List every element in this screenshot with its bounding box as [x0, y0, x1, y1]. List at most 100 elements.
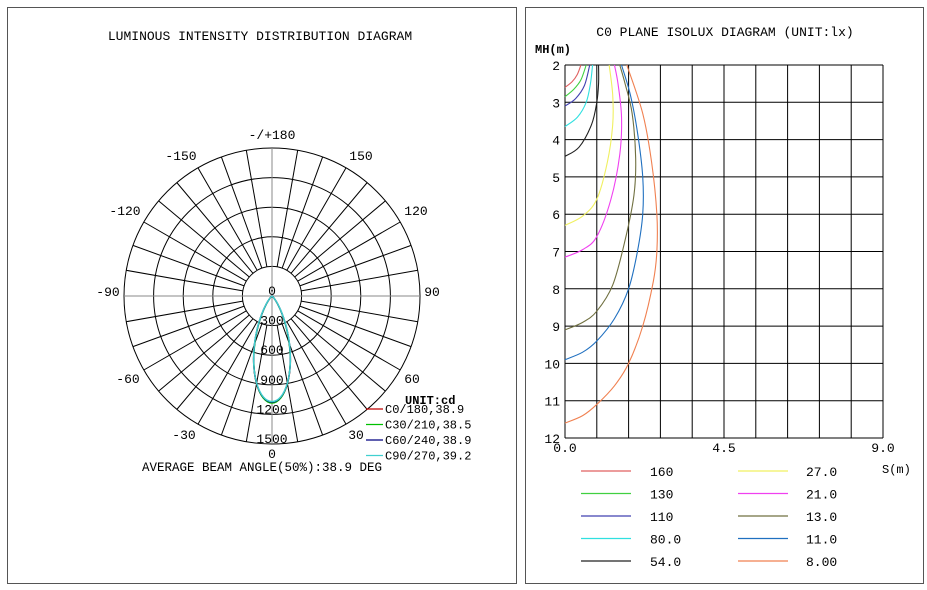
legend-label: C60/240,38.9	[385, 434, 471, 448]
polar-spoke	[197, 167, 258, 271]
legend-label: 110	[650, 510, 673, 525]
isolux-y-tick-label: 7	[552, 246, 560, 261]
polar-spoke	[297, 310, 401, 371]
isolux-y-tick-label: 4	[552, 134, 560, 149]
polar-spoke	[158, 314, 250, 392]
polar-angle-label: -/+180	[249, 128, 296, 143]
polar-radial-label: 900	[260, 373, 283, 388]
polar-spoke	[299, 244, 412, 287]
isolux-y-tick-label: 9	[552, 320, 560, 335]
polar-spoke	[290, 182, 368, 274]
isolux-curve	[564, 64, 658, 424]
polar-series-curve	[252, 295, 292, 403]
legend-label: 80.0	[650, 533, 681, 548]
polar-spoke	[176, 318, 254, 410]
legend-label: 27.0	[806, 465, 837, 480]
polar-angle-label: -30	[172, 428, 195, 443]
isolux-curve	[564, 64, 591, 107]
isolux-grid	[564, 64, 884, 439]
polar-radial-label: 300	[260, 314, 283, 329]
polar-spoke	[301, 269, 418, 292]
isolux-curve	[564, 64, 582, 88]
polar-grid	[123, 147, 421, 445]
polar-spoke	[158, 200, 250, 278]
isolux-y-tick-label: 11	[544, 395, 560, 410]
isolux-y-tick-label: 6	[552, 208, 560, 223]
polar-angle-label: -120	[109, 204, 140, 219]
polar-angle-label: 60	[404, 372, 420, 387]
legend-label: 8.00	[806, 555, 837, 570]
polar-spoke	[126, 300, 243, 323]
isolux-y-tick-label: 2	[552, 59, 560, 74]
polar-angle-label: 150	[349, 149, 372, 164]
polar-angle-label: 30	[348, 428, 364, 443]
polar-curves	[252, 295, 292, 404]
isolux-y-tick-label: 8	[552, 283, 560, 298]
isolux-curve	[564, 64, 644, 361]
polar-title: LUMINOUS INTENSITY DISTRIBUTION DIAGRAM	[108, 29, 412, 44]
polar-spoke	[143, 221, 247, 282]
polar-angle-label: 120	[404, 204, 427, 219]
legend-label: C30/210,38.5	[385, 419, 471, 433]
isolux-curve	[564, 64, 614, 226]
polar-spoke	[132, 244, 245, 287]
isolux-y-axis-label: MH(m)	[535, 43, 571, 57]
polar-unit-label: UNIT:cd	[405, 394, 455, 408]
isolux-curve	[564, 64, 594, 127]
legend-label: 21.0	[806, 488, 837, 503]
isolux-legend: 160 130 110 80.0 54.0 27.0 21.0 13.0 11.0 8.00	[581, 465, 837, 570]
polar-spoke	[276, 150, 299, 267]
isolux-y-tick-label: 12	[544, 432, 560, 447]
polar-spoke	[126, 269, 243, 292]
polar-radial-label: 1200	[256, 402, 287, 417]
polar-angle-label: -60	[116, 372, 139, 387]
isolux-x-tick-label: 4.5	[712, 441, 735, 456]
polar-spoke	[294, 314, 386, 392]
legend-label: 54.0	[650, 555, 681, 570]
polar-spoke	[245, 150, 268, 267]
legend-label: 160	[650, 465, 673, 480]
polar-angle-label: -150	[165, 149, 196, 164]
isolux-curve	[564, 64, 637, 331]
polar-spoke	[220, 156, 263, 269]
polar-angle-label: 90	[424, 285, 440, 300]
polar-spoke	[301, 300, 418, 323]
legend-label: 11.0	[806, 533, 837, 548]
legend-label: C90/270,39.2	[385, 450, 471, 464]
isolux-tick-labels: 2 3 4 5 6 7 8 9 10 11 120.0 4.5 9.0	[544, 59, 894, 456]
polar-spoke	[286, 167, 347, 271]
polar-radial-label: 0	[268, 284, 276, 299]
legend-label: 130	[650, 488, 673, 503]
beam-angle-text: AVERAGE BEAM ANGLE(50%):38.9 DEG	[142, 461, 382, 475]
polar-spoke	[297, 221, 401, 282]
polar-angle-label: 0	[268, 447, 276, 462]
polar-radial-label: 1500	[256, 432, 287, 447]
polar-angle-label: -90	[96, 285, 119, 300]
polar-spoke	[286, 321, 347, 425]
polar-spoke	[143, 310, 247, 371]
polar-radial-label: 600	[260, 343, 283, 358]
isolux-curve	[564, 64, 600, 157]
legend-label: C0/180,38.9	[385, 403, 464, 417]
polar-labels: 0 30 60 90 120 150 -/+180 -150 -120 -90 -60 -30 0 300…	[96, 128, 440, 462]
isolux-y-tick-label: 10	[544, 357, 560, 372]
polar-spoke	[132, 305, 245, 348]
isolux-curves	[564, 64, 658, 424]
isolux-x-tick-label: 0.0	[553, 441, 576, 456]
polar-spoke	[294, 200, 386, 278]
isolux-title: C0 PLANE ISOLUX DIAGRAM (UNIT:lx)	[596, 25, 853, 40]
isolux-x-tick-label: 9.0	[871, 441, 894, 456]
isolux-y-tick-label: 3	[552, 96, 560, 111]
polar-spoke	[281, 156, 324, 269]
isolux-curve	[564, 64, 587, 98]
isolux-y-tick-label: 5	[552, 171, 560, 186]
legend-label: 13.0	[806, 510, 837, 525]
polar-spoke	[290, 318, 368, 410]
isolux-curve	[564, 64, 623, 258]
isolux-x-axis-label: S(m)	[882, 463, 911, 477]
polar-spoke	[197, 321, 258, 425]
polar-spoke	[299, 305, 412, 348]
polar-spoke	[176, 182, 254, 274]
